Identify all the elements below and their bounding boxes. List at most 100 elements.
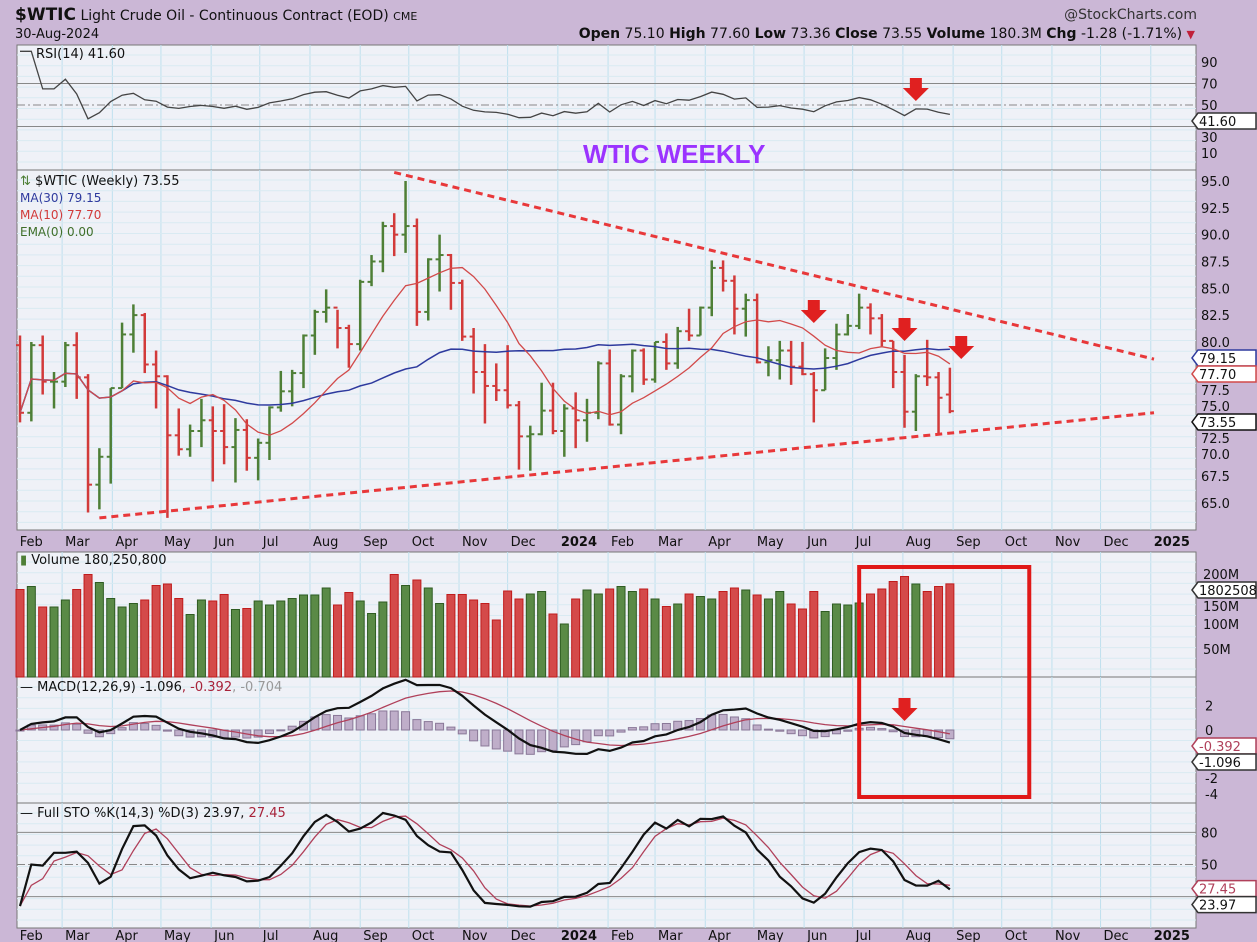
volume-bar	[253, 600, 263, 678]
ma30-last-value: 79.15	[1199, 352, 1236, 367]
x-tick-label: 2024	[561, 535, 597, 550]
volume-bar	[627, 591, 637, 678]
ma10-legend-text: MA(10) 77.70	[20, 208, 102, 222]
down-triangle-icon: ▼	[1186, 28, 1195, 41]
quote-summary: Open 75.10 High 77.60 Low 73.36 Close 73…	[579, 26, 1195, 42]
volume-bar	[786, 603, 796, 678]
volume-bar	[355, 600, 365, 678]
x-tick-label: Sep	[956, 535, 981, 550]
volume-bar	[718, 591, 728, 678]
volume-bar	[514, 598, 524, 678]
macd-histogram-bar	[593, 729, 603, 737]
macd-signal-last-value-box	[1191, 737, 1257, 755]
macd-histogram-bar	[741, 718, 751, 731]
macd-histogram-bar	[264, 729, 274, 735]
volume-bar	[616, 586, 626, 678]
price-bar	[617, 374, 626, 435]
x-tick-label-bottom: Nov	[1055, 929, 1081, 942]
macd-histogram-bar	[389, 710, 399, 731]
volume-bar	[401, 585, 411, 678]
price-bar	[628, 349, 637, 393]
volume-bar	[480, 603, 490, 678]
volume-bar	[412, 579, 422, 678]
price-bar	[390, 213, 399, 257]
price-y-tick: 90.0	[1201, 229, 1230, 244]
x-tick-label-bottom: Aug	[906, 929, 931, 942]
sto-k-last-value: 23.97	[1199, 899, 1236, 914]
macd-histogram-bar	[469, 729, 479, 742]
macd-histogram-bar	[423, 721, 433, 731]
close-value: 73.55	[882, 26, 923, 42]
price-y-tick: 92.5	[1201, 202, 1230, 217]
price-bar	[288, 369, 297, 407]
x-tick-label: Oct	[412, 535, 434, 550]
ma10-last-value-box	[1191, 365, 1257, 383]
macd-histogram-bar	[797, 729, 807, 737]
price-bar	[129, 304, 138, 353]
macd-histogram-bar	[401, 711, 411, 731]
volume-bar	[548, 613, 558, 678]
volume-bar	[900, 576, 910, 678]
x-tick-label: Jun	[213, 535, 234, 550]
macd-histogram-bar	[752, 724, 762, 731]
x-tick-label-bottom: 2024	[561, 929, 597, 942]
price-bar	[446, 253, 455, 310]
price-bar	[900, 354, 909, 428]
price-y-tick: 82.5	[1201, 309, 1230, 324]
volume-bar	[571, 598, 581, 678]
volume-bar	[94, 582, 104, 678]
price-bar	[27, 341, 36, 422]
volume-bar	[151, 585, 161, 678]
volume-bar	[15, 589, 25, 678]
price-y-tick: 72.5	[1201, 432, 1230, 447]
macd-histogram-bar	[559, 729, 569, 748]
macd-y-tick: -4	[1205, 788, 1218, 803]
symbol: $WTIC	[15, 5, 76, 25]
price-bar	[662, 333, 671, 370]
price-bar	[821, 348, 830, 392]
volume-bar	[457, 594, 467, 678]
price-y-tick: 95.0	[1201, 175, 1230, 190]
macd-histogram-bar	[514, 729, 524, 755]
x-tick-label: 2025	[1154, 535, 1190, 550]
macd-histogram-bar	[548, 729, 558, 751]
price-bar	[753, 293, 762, 364]
macd-histogram-bar	[843, 729, 853, 732]
volume-bar	[752, 594, 762, 678]
volume-bar	[174, 598, 184, 678]
sto-k-last-value-box	[1191, 895, 1257, 914]
x-tick-label-bottom: Oct	[412, 929, 434, 942]
price-bar	[605, 349, 614, 426]
x-tick-label-bottom: May	[757, 929, 784, 942]
price-bar	[594, 361, 603, 420]
x-tick-label: Apr	[708, 535, 731, 550]
price-bar	[38, 335, 47, 395]
date: 30-Aug-2024	[15, 27, 100, 42]
x-tick-label: May	[757, 535, 784, 550]
volume-bar	[922, 591, 932, 678]
volume-bar	[639, 588, 649, 678]
close-last-value: 73.55	[1199, 416, 1236, 431]
volume-value: 180.3M	[989, 26, 1042, 42]
macd-histogram-bar	[934, 729, 944, 739]
x-tick-label-bottom: 2025	[1154, 929, 1190, 942]
macd-histogram-bar	[321, 714, 331, 731]
price-bar	[730, 275, 739, 335]
rsi-y-tick: 70	[1201, 78, 1218, 93]
macd-histogram-bar	[491, 729, 501, 750]
x-tick-label: Jul	[855, 535, 872, 550]
volume-bar	[423, 587, 433, 678]
price-bar	[424, 258, 433, 321]
price-bar	[435, 234, 444, 292]
price-bar	[911, 374, 920, 432]
price-y-tick: 67.5	[1201, 470, 1230, 485]
price-bar	[84, 374, 93, 513]
volume-label: Volume	[926, 26, 986, 42]
volume-bar	[797, 608, 807, 678]
x-tick-label: Aug	[313, 535, 338, 550]
volume-bar	[741, 589, 751, 678]
close-last-value-box	[1191, 413, 1257, 431]
price-bar	[934, 371, 943, 434]
volume-last-value: 1802508	[1199, 584, 1257, 599]
price-bar	[231, 418, 240, 483]
